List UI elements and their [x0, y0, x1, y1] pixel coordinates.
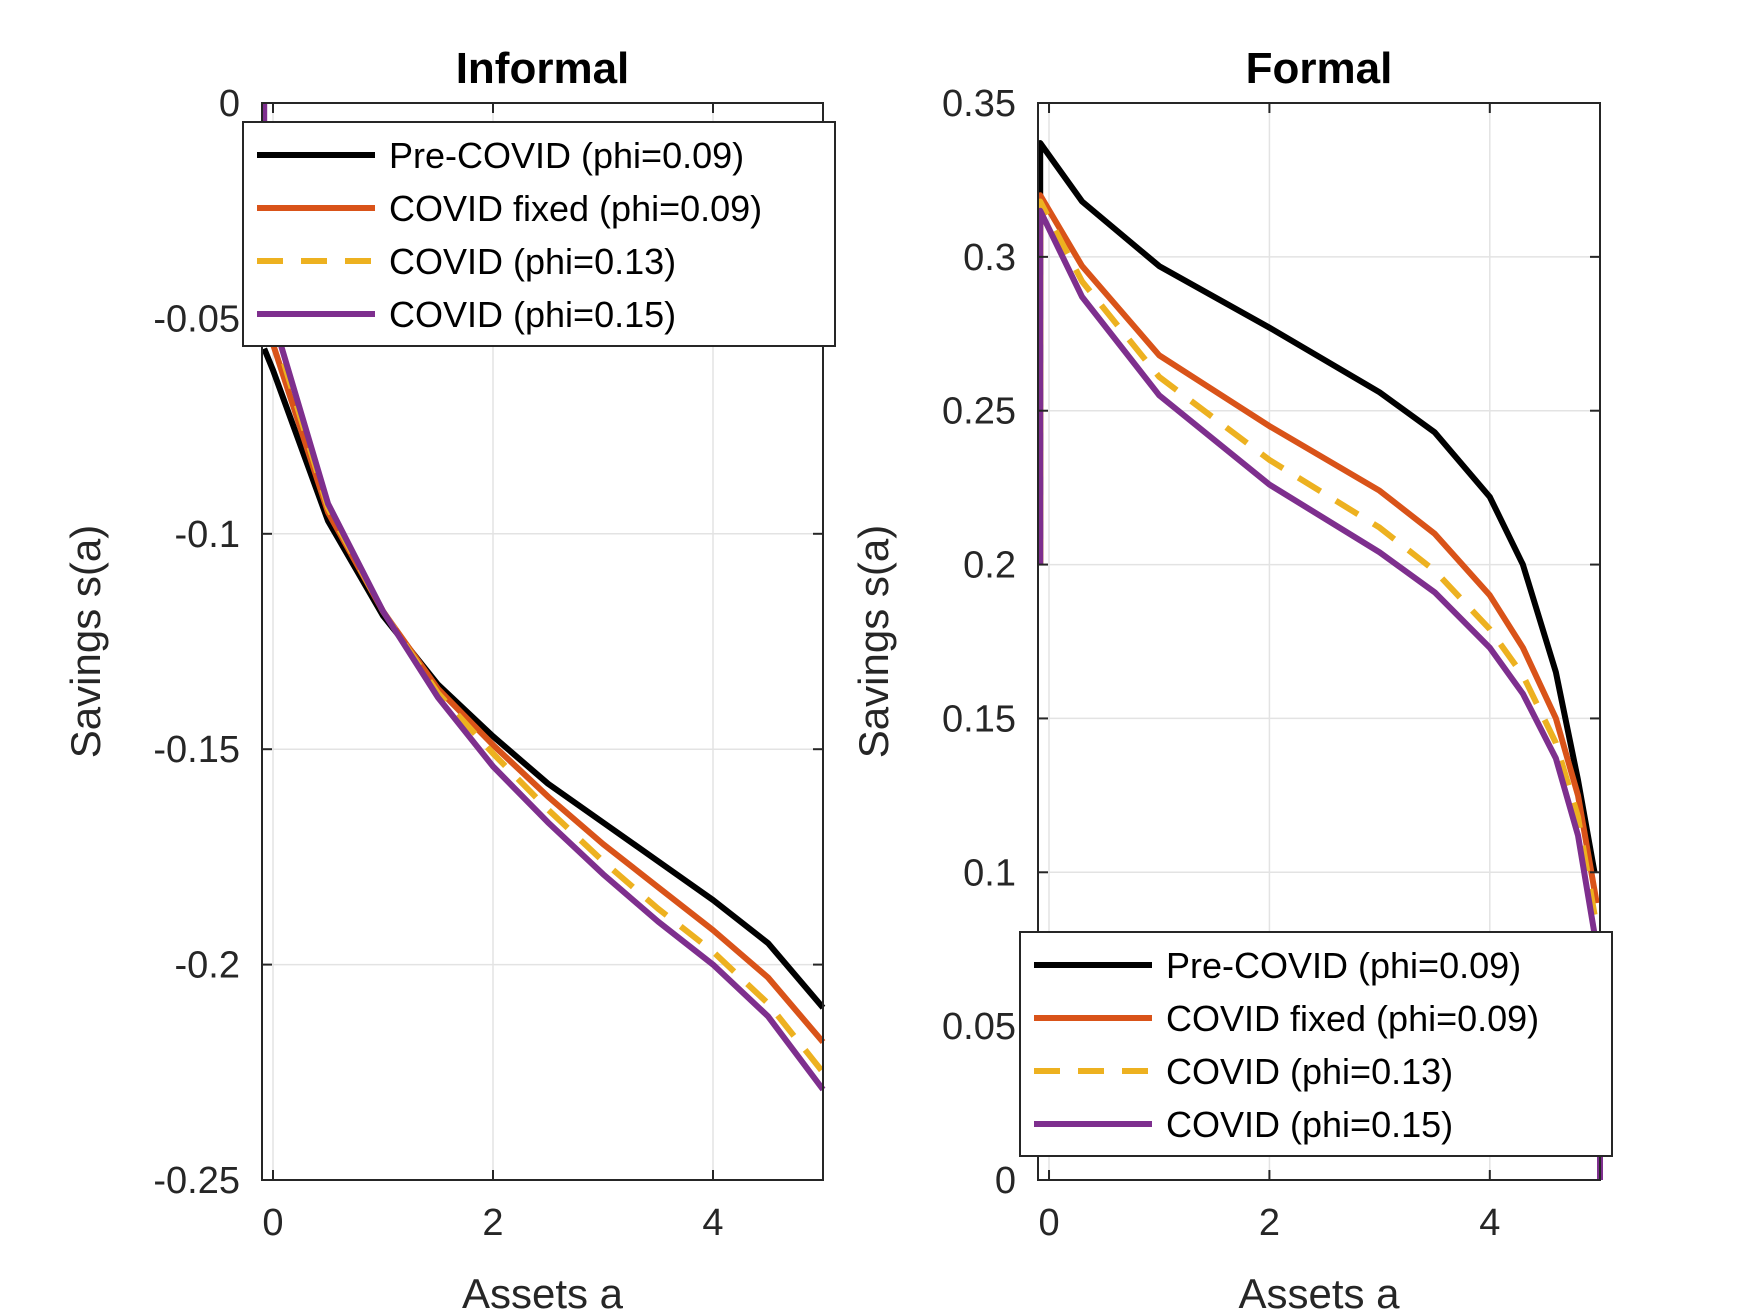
- informal-ytick-label-4: -0.2: [175, 945, 240, 987]
- formal-series-group: [1037, 140, 1603, 1180]
- informal-series-1-line: [261, 274, 826, 1045]
- informal-legend-label-3: COVID (phi=0.15): [389, 294, 676, 335]
- formal-ytick-label-3: 0.15: [942, 698, 1016, 740]
- formal-title: Formal: [1246, 44, 1393, 93]
- formal-ytick-label-2: 0.1: [963, 852, 1016, 894]
- formal-xtick-label-0: 0: [1038, 1202, 1059, 1244]
- informal-xtick-label-0: 0: [262, 1202, 283, 1244]
- informal-ytick-label-0: 0: [219, 83, 240, 125]
- formal-ytick-label-0: 0: [995, 1160, 1016, 1202]
- formal-series-3-line: [1037, 207, 1603, 1180]
- formal-axes-box: [1037, 102, 1601, 1181]
- formal-xtick-label-2: 4: [1479, 1202, 1500, 1244]
- formal-xlabel: Assets a: [1238, 1270, 1400, 1313]
- informal-series-0-line: [261, 347, 826, 1010]
- formal-series-0-line: [1037, 140, 1598, 873]
- informal-title: Informal: [456, 44, 630, 93]
- informal-panel: 0 2 4 0 -0.05 -0.1 -0.15 -0.2 -0.25 Informal Asset…: [62, 44, 836, 1313]
- informal-ytick-label-2: -0.1: [175, 514, 240, 556]
- formal-ytick-label-7: 0.35: [942, 83, 1016, 125]
- informal-legend-label-1: COVID fixed (phi=0.09): [389, 188, 762, 229]
- formal-panel: 0 2 4 0 0.05 0.1 0.15 0.2 0.25 0.3 0.35 Formal Asset…: [850, 44, 1613, 1313]
- formal-legend-label-1: COVID fixed (phi=0.09): [1166, 998, 1539, 1039]
- formal-ytick-label-5: 0.25: [942, 391, 1016, 433]
- informal-legend-box: [242, 121, 836, 347]
- formal-ytick-label-4: 0.2: [963, 545, 1016, 587]
- informal-legend: Pre-COVID (phi=0.09) COVID fixed (phi=0.0…: [242, 121, 836, 347]
- formal-series-1-line: [1037, 192, 1600, 904]
- informal-axes-box: [261, 102, 824, 1181]
- formal-legend: Pre-COVID (phi=0.09) COVID fixed (phi=0.0…: [1019, 931, 1613, 1157]
- informal-ytick-label-5: -0.25: [153, 1160, 240, 1202]
- informal-legend-label-2: COVID (phi=0.13): [389, 241, 676, 282]
- formal-ytick-label-6: 0.3: [963, 237, 1016, 279]
- informal-series-2-line: [261, 189, 826, 1075]
- informal-ytick-label-1: -0.05: [153, 298, 240, 340]
- formal-legend-label-3: COVID (phi=0.15): [1166, 1104, 1453, 1145]
- formal-ytick-label-1: 0.05: [942, 1006, 1016, 1048]
- informal-xtick-label-1: 2: [482, 1202, 503, 1244]
- formal-xtick-label-1: 2: [1259, 1202, 1280, 1244]
- informal-legend-label-0: Pre-COVID (phi=0.09): [389, 135, 744, 176]
- formal-ylabel: Savings s(a): [850, 525, 897, 758]
- formal-legend-label-2: COVID (phi=0.13): [1166, 1051, 1453, 1092]
- informal-ylabel: Savings s(a): [62, 525, 109, 758]
- informal-xtick-label-2: 4: [702, 1202, 723, 1244]
- informal-xlabel: Assets a: [462, 1270, 624, 1313]
- formal-legend-box: [1019, 931, 1613, 1157]
- informal-ytick-label-3: -0.15: [153, 729, 240, 771]
- formal-legend-label-0: Pre-COVID (phi=0.09): [1166, 945, 1521, 986]
